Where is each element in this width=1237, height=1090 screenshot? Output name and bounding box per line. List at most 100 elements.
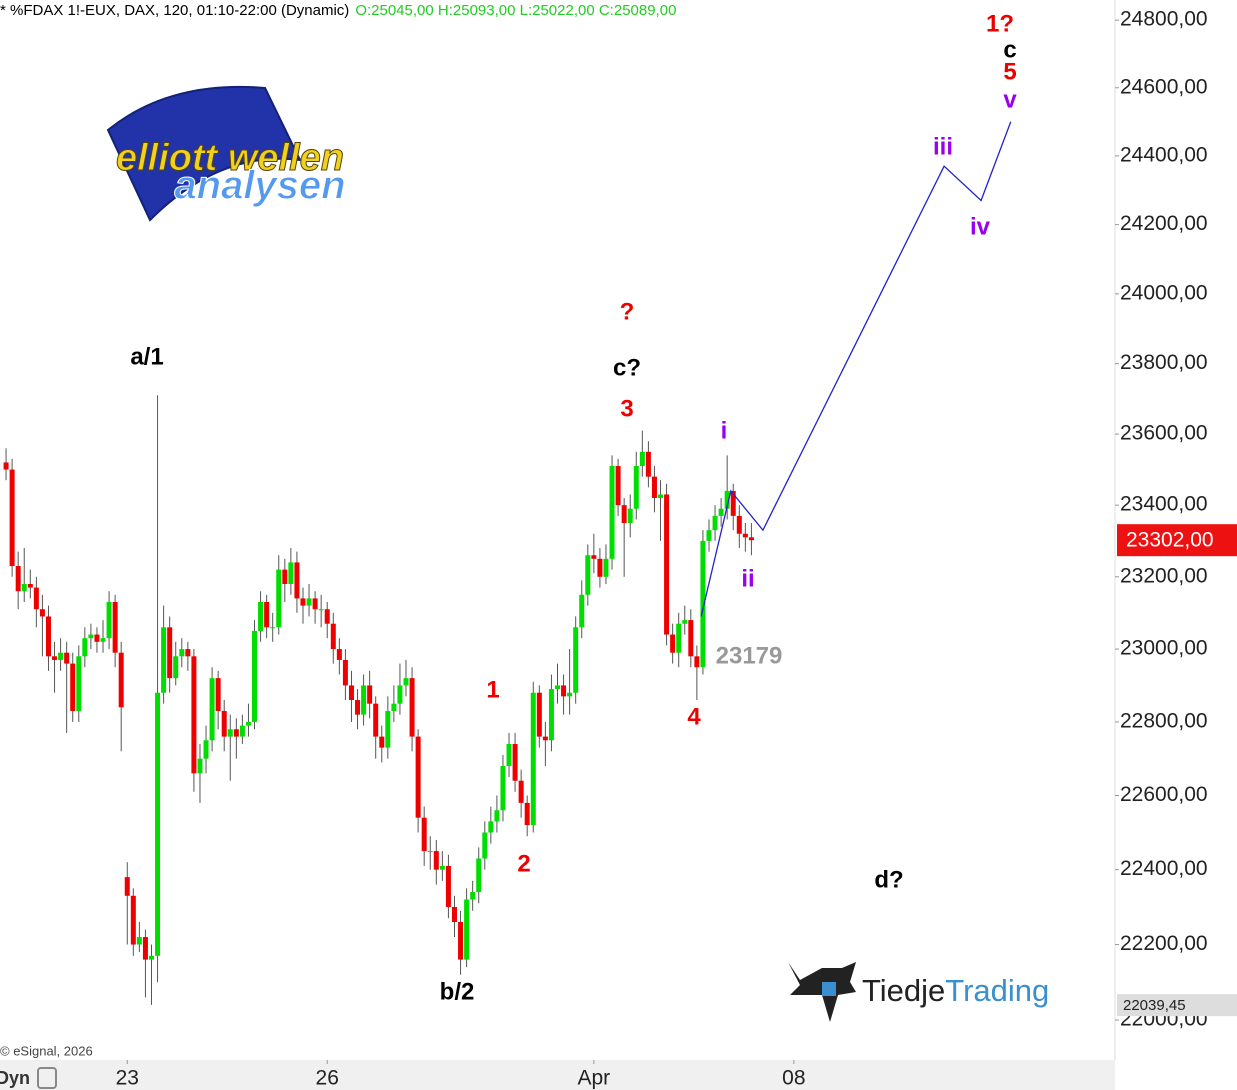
candle-body — [15, 566, 21, 592]
candle-body — [33, 587, 39, 610]
y-tick-label: 24600,00 — [1120, 75, 1208, 98]
wave-label: i — [721, 417, 728, 444]
logo-left: elliott wellen analysen — [106, 85, 346, 222]
candle-body — [100, 638, 106, 642]
y-tick-label: 23200,00 — [1120, 564, 1208, 587]
wave-label: c? — [613, 354, 641, 381]
candle-body — [348, 685, 354, 701]
candle-body — [415, 736, 421, 818]
candle-body — [488, 821, 494, 833]
logo-right: TiedjeTrading — [788, 962, 1049, 1022]
candle-body — [124, 877, 130, 896]
candle-body — [748, 537, 754, 541]
candle-body — [458, 922, 464, 960]
candle-body — [706, 530, 712, 541]
candle-body — [421, 817, 427, 852]
wave-label: c — [1003, 36, 1016, 63]
candle-body — [88, 634, 94, 639]
candle-body — [658, 494, 664, 499]
candle-body — [645, 451, 651, 477]
low-label: 22039,45 — [1123, 997, 1186, 1014]
y-tick-label: 23000,00 — [1120, 637, 1208, 660]
wave-label: 5 — [1003, 58, 1016, 85]
low-label-bg — [1117, 994, 1237, 1017]
candle-body — [336, 649, 342, 660]
candle-body — [482, 832, 488, 859]
candle-body — [439, 865, 445, 870]
candle-body — [445, 865, 451, 908]
candle-body — [294, 562, 300, 599]
candle-body — [530, 692, 536, 826]
candle-body — [227, 729, 233, 737]
wave-label: 4 — [687, 703, 701, 730]
candle-body — [567, 692, 573, 697]
candle-body — [64, 652, 70, 664]
candle-body — [682, 620, 688, 624]
y-tick-label: 24800,00 — [1120, 8, 1208, 31]
candle-body — [615, 466, 621, 506]
candle-body — [233, 729, 239, 737]
logo-left-line2: analysen — [174, 164, 345, 208]
price-label-bg — [1117, 524, 1237, 557]
candle-body — [464, 899, 470, 960]
candle-body — [518, 780, 524, 803]
candle-body — [306, 598, 312, 606]
candle-body — [155, 692, 161, 956]
candle-body — [561, 685, 567, 697]
candle-body — [197, 758, 203, 774]
candle-body — [258, 602, 264, 631]
candle-body — [179, 649, 185, 657]
candle-body — [409, 678, 415, 737]
candle-body — [579, 594, 585, 628]
candle-body — [433, 851, 439, 870]
candle-body — [379, 736, 385, 748]
lock-icon[interactable] — [37, 1067, 57, 1089]
candle-body — [209, 678, 215, 741]
candle-body — [318, 609, 324, 611]
wave-label: iii — [933, 133, 953, 160]
mode[interactable]: Dyn — [0, 1068, 30, 1088]
candle-body — [312, 598, 318, 610]
wave-label: ii — [741, 565, 754, 592]
wave-label: ? — [620, 298, 635, 325]
candle-body — [633, 466, 639, 509]
candle-body — [185, 649, 191, 657]
candle-body — [161, 627, 167, 693]
candle-body — [621, 505, 627, 524]
y-tick-label: 24200,00 — [1120, 212, 1208, 235]
y-tick-label: 24000,00 — [1120, 281, 1208, 304]
x-tick-label: Apr — [578, 1067, 611, 1090]
candle-body — [167, 627, 173, 679]
y-tick-label: 22200,00 — [1120, 932, 1208, 955]
candle-body — [361, 685, 367, 715]
candle-body — [367, 685, 373, 704]
price-label: 23302,00 — [1126, 529, 1214, 552]
candle-body — [282, 569, 288, 584]
candle-body — [724, 490, 730, 509]
candle-body — [136, 937, 142, 945]
header: * %FDAX 1!-EUX, DAX, 120, 01:10-22:00 (D… — [0, 2, 676, 19]
candle-body — [627, 508, 633, 524]
wave-label: d? — [874, 866, 903, 893]
candle-body — [736, 515, 742, 534]
candle-body — [476, 858, 482, 893]
candle-body — [676, 623, 682, 653]
candle-body — [664, 494, 670, 635]
candle-body — [712, 515, 718, 531]
source: © eSignal, 2026 — [0, 1043, 93, 1058]
candle-body — [694, 656, 700, 668]
candle-body — [391, 703, 397, 711]
wave-label: a/1 — [130, 343, 163, 370]
candle-body — [639, 451, 645, 467]
candle-body — [300, 598, 306, 606]
candle-body — [427, 851, 433, 853]
candle-body — [106, 602, 112, 639]
candle-body — [45, 616, 51, 657]
candle-body — [221, 710, 227, 737]
logo-right-text: TiedjeTrading — [862, 973, 1049, 1008]
y-tick-label: 23400,00 — [1120, 493, 1208, 516]
candle-body — [39, 609, 45, 617]
candle-body — [385, 710, 391, 748]
